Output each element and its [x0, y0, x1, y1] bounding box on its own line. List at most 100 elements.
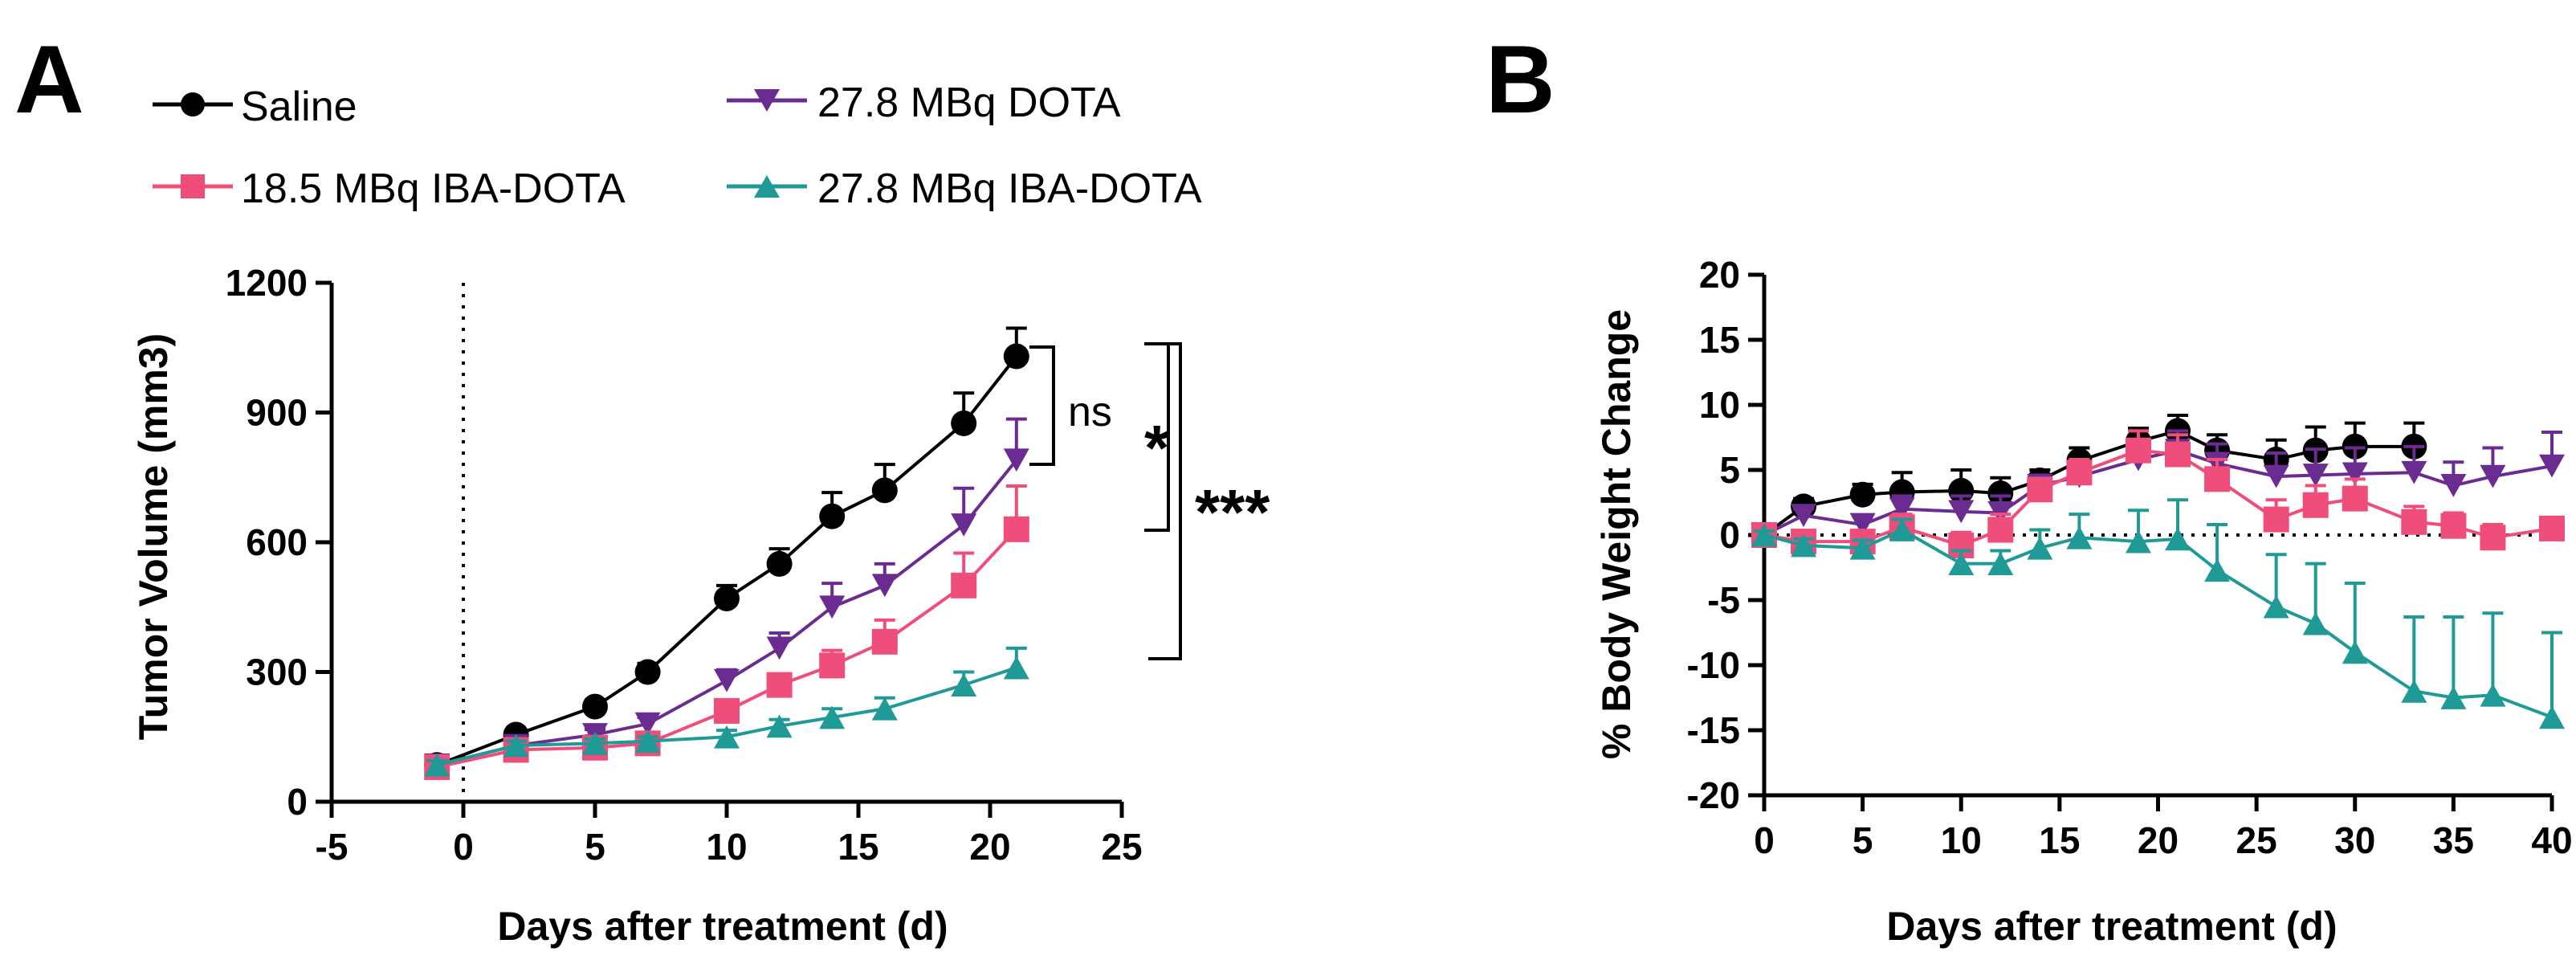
chart-b-series-line-27-8-mbq-dota	[1763, 448, 2553, 537]
chart-a-point-27-8-mbq-dota	[819, 595, 846, 619]
legend-item-saline: Saline	[153, 84, 357, 130]
chart-a-point-saline	[714, 585, 740, 611]
chart-b-point-27-8-mbq-dota	[2480, 464, 2506, 488]
chart-b-series-27-8-mbq-iba-dota	[1751, 498, 2565, 729]
chart-b-x-tick-label: 40	[2531, 819, 2572, 861]
chart-a-point-27-8-mbq-iba-dota	[424, 753, 450, 777]
chart-a-y-tick-label: 300	[246, 652, 308, 693]
bracket-ns	[1029, 345, 1055, 466]
chart-a-series-saline	[424, 326, 1029, 778]
chart-b-point-27-8-mbq-dota	[1948, 500, 1975, 524]
legend-marker-iba278	[754, 175, 780, 198]
legend-item-iba185: 18.5 MBq IBA-DOTA	[153, 165, 626, 212]
chart-b-point-27-8-mbq-dota	[1889, 497, 1915, 521]
chart-b-point-27-8-mbq-iba-dota	[1751, 523, 1777, 547]
chart-b-point-18-5-mbq-iba-dota	[2204, 466, 2231, 492]
chart-a-point-18-5-mbq-iba-dota	[1003, 516, 1029, 542]
chart-b-y-tick-label: -15	[1687, 709, 1740, 751]
legend: Saline 27.8 MBq DOTA 18.5 MBq IBA-DOTA 2…	[153, 80, 1202, 212]
chart-a-point-27-8-mbq-dota	[1003, 448, 1029, 472]
chart-a-point-27-8-mbq-iba-dota	[951, 673, 977, 697]
chart-b-y-tick-label: 20	[1699, 254, 1740, 296]
chart-b-point-18-5-mbq-iba-dota	[2539, 515, 2565, 541]
chart-a-x-tick-label: 5	[585, 826, 605, 868]
chart-a-x-tick-label: 15	[838, 826, 878, 868]
legend-label-iba278: 27.8 MBq IBA-DOTA	[817, 165, 1202, 212]
legend-marker-iba185	[181, 174, 205, 198]
chart-b-point-27-8-mbq-dota	[2539, 454, 2565, 478]
chart-a-data-marks	[424, 326, 1029, 780]
sig-label-single-star: *	[1144, 412, 1170, 484]
chart-b-point-18-5-mbq-iba-dota	[2440, 513, 2467, 539]
chart-a-point-18-5-mbq-iba-dota	[714, 697, 740, 724]
chart-a-series-line-27-8-mbq-iba-dota	[436, 666, 1017, 767]
chart-a-point-18-5-mbq-iba-dota	[871, 628, 898, 655]
chart-a-point-27-8-mbq-dota	[871, 574, 898, 598]
chart-b-point-27-8-mbq-iba-dota	[1987, 552, 2014, 576]
chart-b-point-18-5-mbq-iba-dota	[2401, 509, 2427, 535]
chart-b-data-marks	[1751, 413, 2565, 729]
legend-item-dota278: 27.8 MBq DOTA	[727, 80, 1121, 126]
chart-a-point-27-8-mbq-iba-dota	[503, 733, 529, 758]
chart-b-point-27-8-mbq-iba-dota	[2204, 558, 2231, 582]
chart-b-point-18-5-mbq-iba-dota	[2480, 525, 2506, 551]
chart-b-y-tick-label: 10	[1699, 384, 1740, 426]
chart-b-point-saline	[1987, 480, 2014, 507]
chart-a-y-tick-label: 0	[287, 781, 308, 823]
chart-b-point-27-8-mbq-iba-dota	[1791, 533, 1817, 558]
chart-a-point-27-8-mbq-dota	[766, 636, 793, 660]
chart-b-point-27-8-mbq-iba-dota	[2125, 529, 2151, 553]
chart-b-point-18-5-mbq-iba-dota	[2125, 437, 2151, 464]
chart-b-y-tick-label: -5	[1707, 579, 1740, 621]
chart-b-series-line-27-8-mbq-iba-dota	[1763, 528, 2553, 719]
significance-brackets: ns * ***	[1029, 342, 1270, 660]
chart-b-point-27-8-mbq-iba-dota	[2440, 686, 2467, 709]
chart-b-body-weight: -20 -15 -10 -5 0 5 10 15 20 0 5 10 15 20 25 30 35 40 Days…	[1594, 254, 2573, 949]
chart-b-x-tick-label: 15	[2039, 819, 2080, 861]
chart-b-point-27-8-mbq-iba-dota	[2263, 594, 2289, 619]
chart-a-point-saline	[951, 410, 977, 436]
chart-b-point-27-8-mbq-dota	[2342, 462, 2368, 486]
chart-a-series-line-27-8-mbq-dota	[436, 459, 1018, 767]
chart-b-x-tick-label: 0	[1754, 819, 1775, 861]
chart-b-point-18-5-mbq-iba-dota	[2165, 441, 2191, 468]
chart-a-series-27-8-mbq-dota	[424, 417, 1029, 777]
chart-a-x-tick-label: -5	[316, 826, 348, 868]
chart-a-y-tick-label: 600	[246, 521, 308, 563]
chart-a-point-27-8-mbq-dota	[951, 513, 977, 537]
legend-marker-dota278	[754, 89, 780, 112]
chart-b-x-tick-label: 10	[1941, 819, 1982, 861]
panel-label-a: A	[14, 26, 84, 133]
chart-a-point-saline	[766, 550, 793, 577]
chart-b-point-18-5-mbq-iba-dota	[1987, 517, 2014, 543]
chart-a-point-saline	[582, 693, 608, 720]
chart-b-axes: -20 -15 -10 -5 0 5 10 15 20 0 5 10 15 20 25 30 35 40	[1687, 254, 2573, 861]
chart-b-point-18-5-mbq-iba-dota	[2027, 476, 2053, 503]
chart-a-x-tick-label: 10	[706, 826, 747, 868]
chart-b-point-27-8-mbq-iba-dota	[2480, 683, 2506, 707]
chart-a-point-27-8-mbq-iba-dota	[819, 705, 846, 729]
chart-b-point-18-5-mbq-iba-dota	[2066, 460, 2093, 486]
chart-a-x-tick-label: 0	[453, 826, 474, 868]
chart-a-x-tick-label: 20	[969, 826, 1010, 868]
chart-b-point-27-8-mbq-dota	[1849, 513, 1876, 537]
chart-b-point-18-5-mbq-iba-dota	[2342, 485, 2368, 512]
chart-b-point-27-8-mbq-iba-dota	[2066, 525, 2093, 549]
chart-b-point-saline	[1849, 481, 1876, 508]
chart-b-point-18-5-mbq-iba-dota	[2302, 492, 2329, 518]
chart-a-point-27-8-mbq-dota	[634, 712, 661, 736]
chart-a-y-axis-label: Tumor Volume (mm3)	[131, 333, 176, 741]
sig-label-triple-star: ***	[1195, 476, 1270, 548]
chart-a-point-saline	[1003, 343, 1029, 370]
chart-b-point-27-8-mbq-dota	[2401, 460, 2427, 484]
chart-a-point-18-5-mbq-iba-dota	[819, 652, 846, 679]
chart-b-point-27-8-mbq-iba-dota	[2027, 536, 2053, 560]
chart-a-point-saline	[819, 503, 846, 529]
chart-b-x-axis-label: Days after treatment (d)	[1886, 904, 2337, 949]
chart-a-point-18-5-mbq-iba-dota	[951, 572, 977, 598]
chart-a-series-line-18-5-mbq-iba-dota	[436, 528, 1018, 769]
chart-b-point-27-8-mbq-iba-dota	[2165, 527, 2191, 551]
chart-b-x-tick-label: 30	[2334, 819, 2375, 861]
